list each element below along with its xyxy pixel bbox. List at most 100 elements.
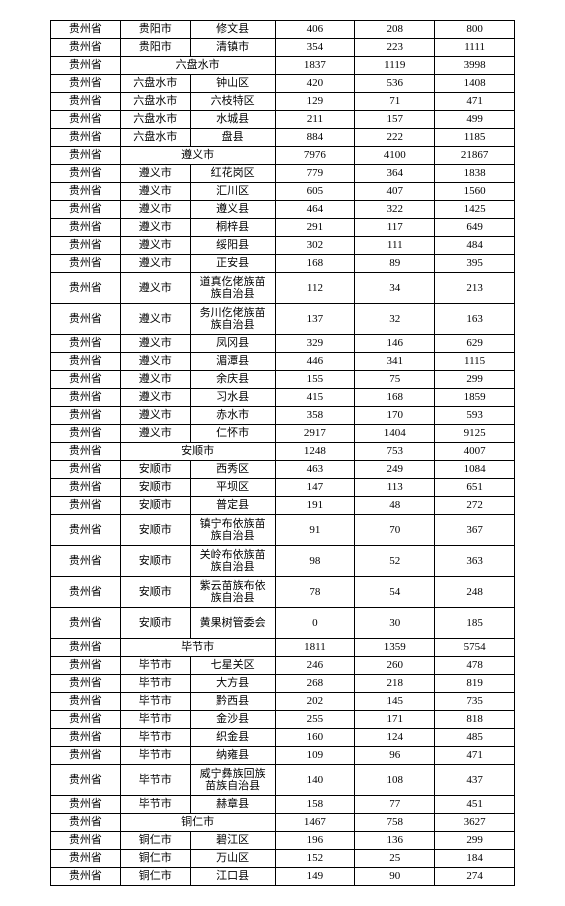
table-row: 贵州省六盘水市六枝特区12971471 xyxy=(51,93,515,111)
cell-value: 800 xyxy=(435,21,515,39)
table-row: 贵州省遵义市正安县16889395 xyxy=(51,255,515,273)
cell-province: 贵州省 xyxy=(51,75,121,93)
cell-city: 毕节市 xyxy=(120,765,190,796)
cell-city-span: 遵义市 xyxy=(120,147,275,165)
cell-city: 安顺市 xyxy=(120,497,190,515)
cell-value: 1837 xyxy=(275,57,355,75)
cell-value: 274 xyxy=(435,868,515,886)
cell-county: 湄潭县 xyxy=(190,353,275,371)
cell-value: 1185 xyxy=(435,129,515,147)
cell-value: 484 xyxy=(435,237,515,255)
cell-value: 140 xyxy=(275,765,355,796)
cell-value: 272 xyxy=(435,497,515,515)
cell-value: 3998 xyxy=(435,57,515,75)
cell-county: 关岭布依族苗族自治县 xyxy=(190,546,275,577)
cell-value: 222 xyxy=(355,129,435,147)
cell-value: 499 xyxy=(435,111,515,129)
cell-value: 1408 xyxy=(435,75,515,93)
cell-county: 汇川区 xyxy=(190,183,275,201)
cell-province: 贵州省 xyxy=(51,219,121,237)
cell-province: 贵州省 xyxy=(51,747,121,765)
cell-county: 清镇市 xyxy=(190,39,275,57)
cell-province: 贵州省 xyxy=(51,129,121,147)
cell-province: 贵州省 xyxy=(51,657,121,675)
cell-province: 贵州省 xyxy=(51,577,121,608)
cell-county: 修文县 xyxy=(190,21,275,39)
cell-value: 98 xyxy=(275,546,355,577)
cell-value: 75 xyxy=(355,371,435,389)
cell-value: 202 xyxy=(275,693,355,711)
cell-city: 遵义市 xyxy=(120,407,190,425)
cell-county: 七星关区 xyxy=(190,657,275,675)
cell-value: 124 xyxy=(355,729,435,747)
cell-city: 遵义市 xyxy=(120,165,190,183)
table-row: 贵州省遵义市红花岗区7793641838 xyxy=(51,165,515,183)
cell-county: 碧江区 xyxy=(190,832,275,850)
table-row: 贵州省安顺市西秀区4632491084 xyxy=(51,461,515,479)
cell-city: 遵义市 xyxy=(120,371,190,389)
table-row: 贵州省遵义市汇川区6054071560 xyxy=(51,183,515,201)
cell-value: 268 xyxy=(275,675,355,693)
cell-value: 155 xyxy=(275,371,355,389)
cell-value: 208 xyxy=(355,21,435,39)
cell-county: 务川仡佬族苗族自治县 xyxy=(190,304,275,335)
cell-county: 江口县 xyxy=(190,868,275,886)
cell-county: 金沙县 xyxy=(190,711,275,729)
cell-province: 贵州省 xyxy=(51,729,121,747)
cell-city: 贵阳市 xyxy=(120,21,190,39)
cell-value: 299 xyxy=(435,371,515,389)
cell-value: 157 xyxy=(355,111,435,129)
cell-value: 136 xyxy=(355,832,435,850)
cell-value: 70 xyxy=(355,515,435,546)
cell-city: 遵义市 xyxy=(120,255,190,273)
table-row: 贵州省遵义市道真仡佬族苗族自治县11234213 xyxy=(51,273,515,304)
cell-value: 779 xyxy=(275,165,355,183)
cell-value: 1115 xyxy=(435,353,515,371)
cell-value: 0 xyxy=(275,608,355,639)
cell-value: 464 xyxy=(275,201,355,219)
cell-value: 4100 xyxy=(355,147,435,165)
cell-value: 158 xyxy=(275,796,355,814)
cell-province: 贵州省 xyxy=(51,21,121,39)
cell-value: 96 xyxy=(355,747,435,765)
cell-value: 735 xyxy=(435,693,515,711)
table-row: 贵州省毕节市纳雍县10996471 xyxy=(51,747,515,765)
cell-value: 649 xyxy=(435,219,515,237)
cell-county: 习水县 xyxy=(190,389,275,407)
cell-province: 贵州省 xyxy=(51,183,121,201)
cell-county: 绥阳县 xyxy=(190,237,275,255)
cell-province: 贵州省 xyxy=(51,57,121,75)
cell-value: 437 xyxy=(435,765,515,796)
cell-province: 贵州省 xyxy=(51,461,121,479)
cell-value: 818 xyxy=(435,711,515,729)
table-row: 贵州省毕节市七星关区246260478 xyxy=(51,657,515,675)
cell-value: 364 xyxy=(355,165,435,183)
cell-value: 30 xyxy=(355,608,435,639)
cell-city: 六盘水市 xyxy=(120,75,190,93)
cell-value: 485 xyxy=(435,729,515,747)
cell-value: 146 xyxy=(355,335,435,353)
cell-value: 211 xyxy=(275,111,355,129)
cell-value: 1119 xyxy=(355,57,435,75)
table-row: 贵州省安顺市镇宁布依族苗族自治县9170367 xyxy=(51,515,515,546)
cell-county: 平坝区 xyxy=(190,479,275,497)
cell-value: 145 xyxy=(355,693,435,711)
cell-city: 毕节市 xyxy=(120,796,190,814)
cell-county: 道真仡佬族苗族自治县 xyxy=(190,273,275,304)
cell-value: 160 xyxy=(275,729,355,747)
cell-county: 西秀区 xyxy=(190,461,275,479)
cell-value: 406 xyxy=(275,21,355,39)
cell-value: 129 xyxy=(275,93,355,111)
cell-city: 遵义市 xyxy=(120,237,190,255)
cell-value: 77 xyxy=(355,796,435,814)
table-row: 贵州省遵义市余庆县15575299 xyxy=(51,371,515,389)
cell-county: 六枝特区 xyxy=(190,93,275,111)
cell-city: 安顺市 xyxy=(120,546,190,577)
cell-value: 170 xyxy=(355,407,435,425)
table-row: 贵州省遵义市桐梓县291117649 xyxy=(51,219,515,237)
cell-province: 贵州省 xyxy=(51,765,121,796)
cell-county: 桐梓县 xyxy=(190,219,275,237)
table-row: 贵州省贵阳市清镇市3542231111 xyxy=(51,39,515,57)
cell-province: 贵州省 xyxy=(51,93,121,111)
cell-value: 4007 xyxy=(435,443,515,461)
